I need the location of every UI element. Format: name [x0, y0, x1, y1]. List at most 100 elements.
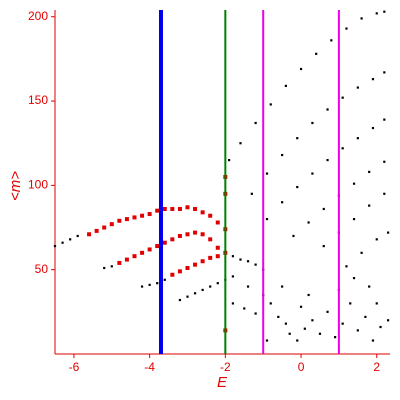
point [349, 302, 352, 305]
point [299, 67, 303, 71]
point [228, 158, 231, 162]
point [254, 121, 257, 125]
point [269, 302, 272, 305]
point [53, 244, 57, 248]
point [132, 215, 137, 220]
point [284, 84, 288, 87]
point [215, 245, 220, 250]
x-tick-label: -6 [69, 360, 80, 374]
point [186, 295, 189, 298]
point [231, 302, 235, 305]
point [281, 285, 284, 288]
point [356, 86, 359, 89]
point [326, 158, 329, 162]
point [284, 322, 288, 325]
point [185, 232, 190, 237]
point [200, 210, 205, 215]
point [311, 319, 314, 322]
point [94, 228, 99, 233]
point [124, 257, 129, 262]
y-tick-label: 150 [28, 93, 48, 107]
point [371, 339, 375, 342]
point [209, 285, 212, 288]
point [177, 206, 182, 211]
point [140, 213, 145, 218]
point [170, 272, 175, 277]
point [296, 185, 299, 189]
point [277, 315, 280, 319]
point [147, 212, 152, 217]
point [383, 192, 386, 195]
point [371, 78, 375, 81]
x-tick-label: 0 [298, 360, 305, 374]
point [345, 27, 348, 30]
point [208, 255, 213, 260]
point [269, 103, 272, 106]
point [178, 298, 182, 302]
point [103, 266, 106, 270]
point [383, 160, 386, 163]
point [322, 244, 325, 248]
point [303, 327, 306, 330]
point [383, 10, 386, 13]
point [185, 266, 190, 270]
point [140, 285, 144, 288]
point [296, 137, 299, 140]
y-tick-label: 200 [28, 9, 48, 23]
point [265, 172, 269, 175]
point [265, 339, 269, 342]
point [163, 278, 166, 281]
point [231, 275, 235, 278]
point [193, 292, 197, 295]
x-tick-label: -2 [220, 360, 231, 374]
point [383, 71, 386, 74]
point [243, 307, 246, 310]
point [156, 282, 159, 285]
point [368, 170, 371, 173]
point [281, 153, 284, 157]
point [155, 208, 160, 213]
point [162, 240, 167, 245]
point [193, 230, 198, 235]
point [147, 247, 152, 252]
point [155, 244, 160, 249]
x-tick-label: -4 [144, 360, 155, 374]
point [315, 52, 318, 55]
point [239, 142, 242, 145]
point [239, 258, 242, 261]
point [254, 263, 257, 266]
point [254, 312, 257, 315]
point [360, 251, 363, 254]
point [371, 126, 375, 130]
point [341, 96, 344, 99]
point [185, 205, 190, 210]
point [162, 206, 167, 211]
point [148, 283, 151, 286]
point [307, 221, 310, 224]
point [307, 293, 310, 297]
point [352, 277, 356, 280]
point [132, 254, 137, 259]
point [356, 329, 359, 332]
point [69, 238, 72, 241]
point [387, 231, 390, 234]
point [379, 325, 382, 329]
point [326, 310, 329, 313]
x-axis-label: E [217, 374, 228, 391]
point [352, 217, 356, 221]
point [216, 282, 219, 285]
point [140, 250, 145, 255]
point [352, 182, 356, 185]
point [326, 108, 329, 111]
point [208, 213, 213, 218]
point [170, 206, 175, 211]
point [360, 17, 363, 20]
point [102, 225, 107, 230]
point [341, 322, 344, 325]
point [318, 332, 322, 335]
point [170, 237, 175, 242]
point [208, 237, 213, 242]
point [368, 285, 371, 288]
